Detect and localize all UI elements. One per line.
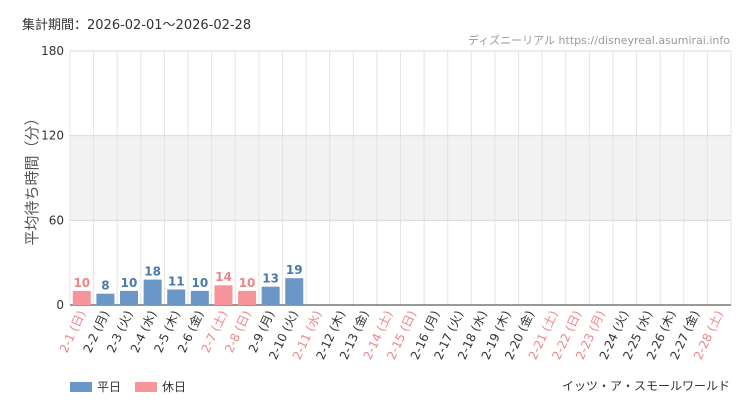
bar (190, 290, 209, 305)
legend-swatch-holiday (135, 381, 158, 392)
bar-value-label: 10 (191, 276, 208, 290)
bar (167, 289, 186, 305)
bar (238, 290, 257, 305)
attraction-name: イッツ・ア・スモールワールド (561, 379, 730, 393)
bar-value-label: 13 (262, 272, 279, 286)
bar-value-label: 10 (73, 276, 90, 290)
legend-item-holiday[interactable]: 休日 (135, 378, 186, 395)
y-tick-label: 60 (49, 213, 64, 227)
legend-item-weekday[interactable]: 平日 (70, 378, 121, 395)
bar (143, 279, 162, 305)
bar (285, 278, 304, 305)
bar-value-label: 19 (286, 263, 303, 277)
y-tick-label: 120 (41, 129, 64, 143)
bar (261, 286, 280, 305)
bar-value-label: 8 (101, 279, 109, 293)
legend: 平日 休日 (70, 378, 186, 395)
bar (120, 290, 139, 305)
bar-value-label: 18 (144, 265, 161, 279)
legend-label-weekday: 平日 (97, 380, 122, 394)
bar-value-label: 10 (239, 276, 256, 290)
bar-value-label: 14 (215, 270, 232, 284)
bar (214, 285, 233, 305)
bar (96, 293, 115, 305)
legend-swatch-weekday (70, 381, 92, 392)
y-axis-label: 平均待ち時間（分） (23, 110, 41, 245)
legend-label-holiday: 休日 (162, 380, 187, 394)
bar-value-label: 11 (168, 274, 185, 288)
site-credit: ディズニーリアル https://disneyreal.asumirai.inf… (467, 34, 730, 47)
bar-value-label: 10 (121, 276, 138, 290)
y-tick-label: 0 (56, 298, 64, 312)
bar (72, 290, 91, 305)
y-tick-label: 180 (41, 44, 64, 58)
period-label: 集計期間：2026-02-01～2026-02-28 (22, 18, 252, 33)
